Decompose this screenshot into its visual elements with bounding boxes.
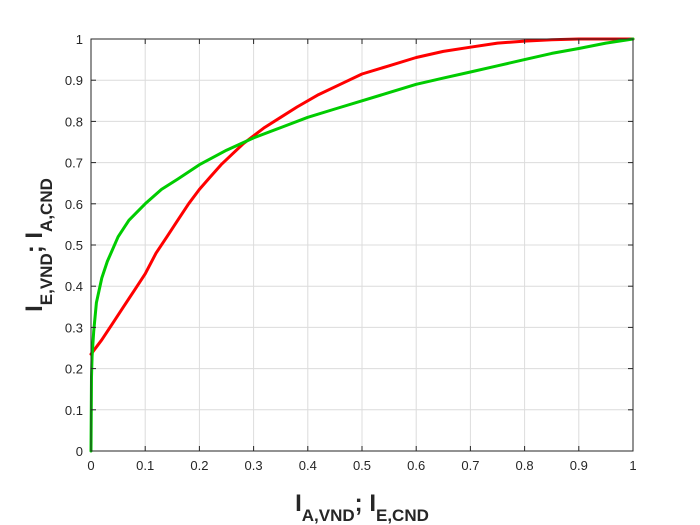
y-axis-label: IE,VND; IA,CND — [21, 178, 56, 312]
x-tick-label: 0.7 — [461, 458, 479, 473]
y-tick-label: 0.9 — [65, 73, 83, 88]
y-tick-label: 0.4 — [65, 279, 83, 294]
y-tick-label: 1 — [76, 32, 83, 47]
grid — [91, 39, 633, 451]
y-tick-label: 0.2 — [65, 362, 83, 377]
x-tick-label: 0 — [87, 458, 94, 473]
y-tick-label: 0.7 — [65, 156, 83, 171]
series-line-1 — [89, 37, 635, 356]
x-axis-label: IA,VND; IE,CND — [295, 490, 429, 525]
y-tick-label: 0.5 — [65, 238, 83, 253]
x-tick-label: 0.9 — [570, 458, 588, 473]
x-tick-label: 0.4 — [299, 458, 317, 473]
x-tick-label: 0.2 — [190, 458, 208, 473]
x-tick-label: 0.6 — [407, 458, 425, 473]
x-tick-label: 0.8 — [516, 458, 534, 473]
y-tick-label: 0.1 — [65, 403, 83, 418]
x-tick-label: 0.3 — [245, 458, 263, 473]
x-tick-label: 1 — [629, 458, 636, 473]
y-tick-label: 0.6 — [65, 197, 83, 212]
ticks: 0 0.1 0.2 0.3 0.4 0.5 0.6 0.7 0.8 0.9 1 0 0.1 0.2 0.3 0… — [65, 32, 637, 473]
y-tick-label: 0.3 — [65, 320, 83, 335]
series-layer — [89, 37, 635, 453]
series-line-2 — [89, 37, 635, 453]
x-tick-label: 0.5 — [353, 458, 371, 473]
x-tick-label: 0.1 — [136, 458, 154, 473]
y-tick-label: 0 — [76, 444, 83, 459]
y-tick-label: 0.8 — [65, 114, 83, 129]
